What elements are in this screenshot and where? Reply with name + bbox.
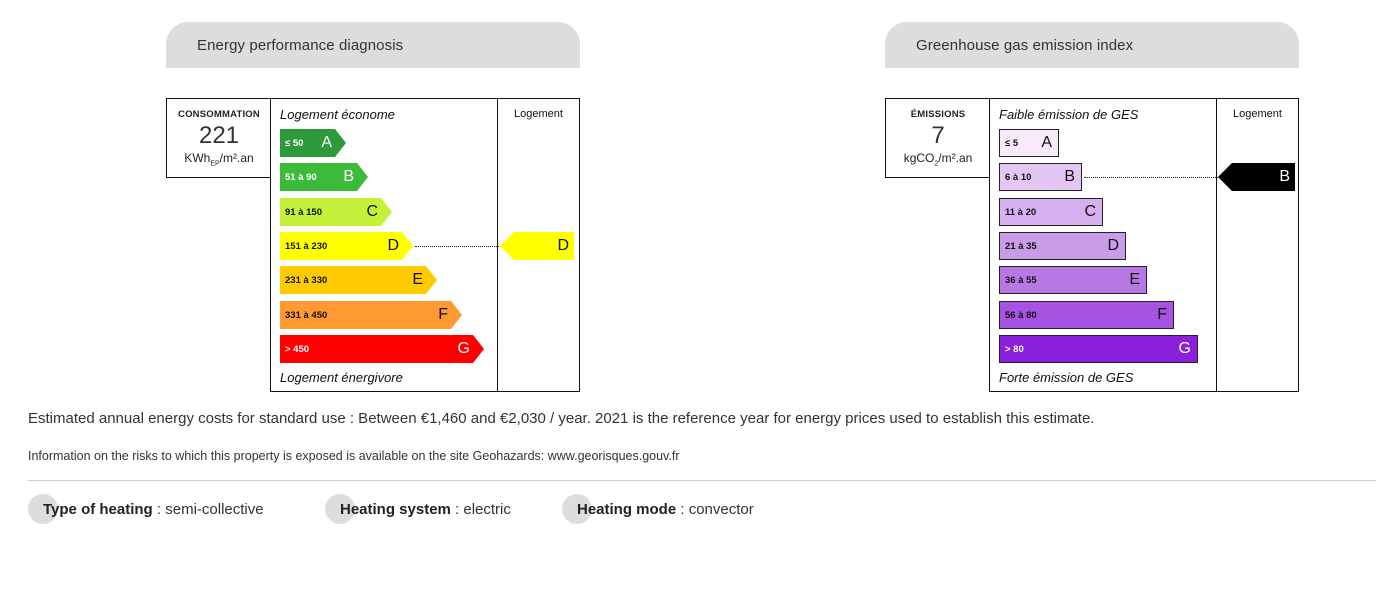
current-class-indicator: D bbox=[500, 232, 574, 260]
rating-bar-d: 151 à 230 D bbox=[280, 232, 413, 260]
rating-bar-e: 231 à 330 E bbox=[280, 266, 437, 294]
ghg-label-box: ÉMISSIONS 7 kgCO2/m².an bbox=[885, 98, 990, 178]
emissions-unit: kgCO2/m².an bbox=[903, 151, 973, 168]
ghg-panel: ÉMISSIONS 7 kgCO2/m².an Faible émission … bbox=[885, 0, 1299, 400]
rating-bar-f: 56 à 80 F bbox=[999, 301, 1174, 329]
energy-panel: CONSOMMATION 221 KWhEP/m².an Logement éc… bbox=[166, 0, 580, 400]
rating-range: 151 à 230 bbox=[285, 240, 328, 252]
emissions-value: 7 bbox=[931, 122, 945, 149]
consumption-unit: KWhEP/m².an bbox=[184, 151, 254, 168]
rating-bar-g: > 80 G bbox=[999, 335, 1198, 363]
rating-bar-b: 51 à 90 B bbox=[280, 163, 368, 191]
rating-bar-d: 21 à 35 D bbox=[999, 232, 1126, 260]
rating-range: 231 à 330 bbox=[285, 274, 328, 286]
rating-letter: G bbox=[1178, 340, 1191, 357]
consumption-caption: CONSOMMATION bbox=[178, 109, 260, 120]
rating-bar-e: 36 à 55 E bbox=[999, 266, 1147, 294]
bullet-dot bbox=[28, 494, 58, 524]
rating-letter: A bbox=[321, 134, 332, 151]
rating-bar-c: 91 à 150 C bbox=[280, 198, 392, 226]
rating-range: 331 à 450 bbox=[285, 309, 328, 321]
rating-range: 21 à 35 bbox=[1005, 240, 1037, 252]
rating-letter: B bbox=[1064, 168, 1075, 185]
ghg-column-header: Logement bbox=[1233, 108, 1282, 120]
energy-panel-title: Energy performance diagnosis bbox=[166, 22, 580, 68]
emissions-caption: ÉMISSIONS bbox=[910, 109, 966, 120]
rating-range: ≤ 50 bbox=[285, 137, 304, 149]
feature-heating-mode: Heating mode : convector bbox=[562, 494, 754, 524]
ghg-divider bbox=[1216, 99, 1217, 391]
section-divider bbox=[28, 480, 1376, 481]
energy-divider bbox=[497, 99, 498, 391]
class-connector-line bbox=[1084, 177, 1218, 178]
rating-range: 56 à 80 bbox=[1005, 309, 1037, 321]
rating-letter: F bbox=[438, 306, 448, 323]
feature-heating-type: Type of heating : semi-collective bbox=[28, 494, 264, 524]
energy-bottom-caption: Logement énergivore bbox=[280, 370, 403, 385]
rating-range: ≤ 5 bbox=[1005, 137, 1019, 149]
rating-letter: D bbox=[387, 237, 399, 254]
rating-letter: F bbox=[1157, 306, 1167, 323]
feature-value: : convector bbox=[676, 500, 754, 518]
rating-letter: E bbox=[412, 271, 423, 288]
rating-bar-a: ≤ 50 A bbox=[280, 129, 346, 157]
feature-label: Type of heating bbox=[43, 500, 153, 518]
rating-letter: G bbox=[457, 340, 470, 357]
current-class-indicator: B bbox=[1218, 163, 1295, 191]
rating-range: 91 à 150 bbox=[285, 206, 322, 218]
bullet-dot bbox=[325, 494, 355, 524]
ghg-panel-title: Greenhouse gas emission index bbox=[885, 22, 1299, 68]
energy-scale: Logement économe Logement ≤ 50 A 51 à 90 B 9… bbox=[270, 98, 580, 392]
rating-bar-a: ≤ 5 A bbox=[999, 129, 1059, 157]
rating-range: > 80 bbox=[1005, 343, 1024, 355]
ghg-bottom-caption: Forte émission de GES bbox=[999, 370, 1134, 385]
rating-letter: C bbox=[366, 203, 378, 220]
rating-letter: C bbox=[1084, 203, 1096, 220]
ghg-top-caption: Faible émission de GES bbox=[999, 107, 1139, 122]
energy-column-header: Logement bbox=[514, 108, 563, 120]
ghg-scale: Faible émission de GES Logement ≤ 5 A 6 à … bbox=[989, 98, 1299, 392]
risks-info-text: Information on the risks to which this p… bbox=[28, 449, 680, 463]
class-connector-line bbox=[415, 246, 499, 247]
feature-heating-system: Heating system : electric bbox=[325, 494, 511, 524]
feature-value: : semi-collective bbox=[152, 500, 264, 518]
rating-bar-f: 331 à 450 F bbox=[280, 301, 462, 329]
feature-value: : electric bbox=[450, 500, 511, 518]
rating-letter: E bbox=[1129, 271, 1140, 288]
rating-range: 6 à 10 bbox=[1005, 171, 1032, 183]
rating-bar-b: 6 à 10 B bbox=[999, 163, 1082, 191]
consumption-value: 221 bbox=[198, 122, 240, 149]
rating-letter: B bbox=[343, 168, 354, 185]
rating-range: 11 à 20 bbox=[1005, 206, 1037, 218]
rating-bar-c: 11 à 20 C bbox=[999, 198, 1103, 226]
rating-range: 51 à 90 bbox=[285, 171, 317, 183]
feature-label: Heating system bbox=[340, 500, 451, 518]
rating-letter: D bbox=[1107, 237, 1119, 254]
bullet-dot bbox=[562, 494, 592, 524]
rating-range: 36 à 55 bbox=[1005, 274, 1037, 286]
energy-top-caption: Logement économe bbox=[280, 107, 395, 122]
energy-costs-text: Estimated annual energy costs for standa… bbox=[28, 410, 1095, 427]
energy-label-box: CONSOMMATION 221 KWhEP/m².an bbox=[166, 98, 271, 178]
rating-bar-g: > 450 G bbox=[280, 335, 484, 363]
rating-range: > 450 bbox=[285, 343, 310, 355]
feature-label: Heating mode bbox=[577, 500, 677, 518]
rating-letter: A bbox=[1041, 134, 1052, 151]
